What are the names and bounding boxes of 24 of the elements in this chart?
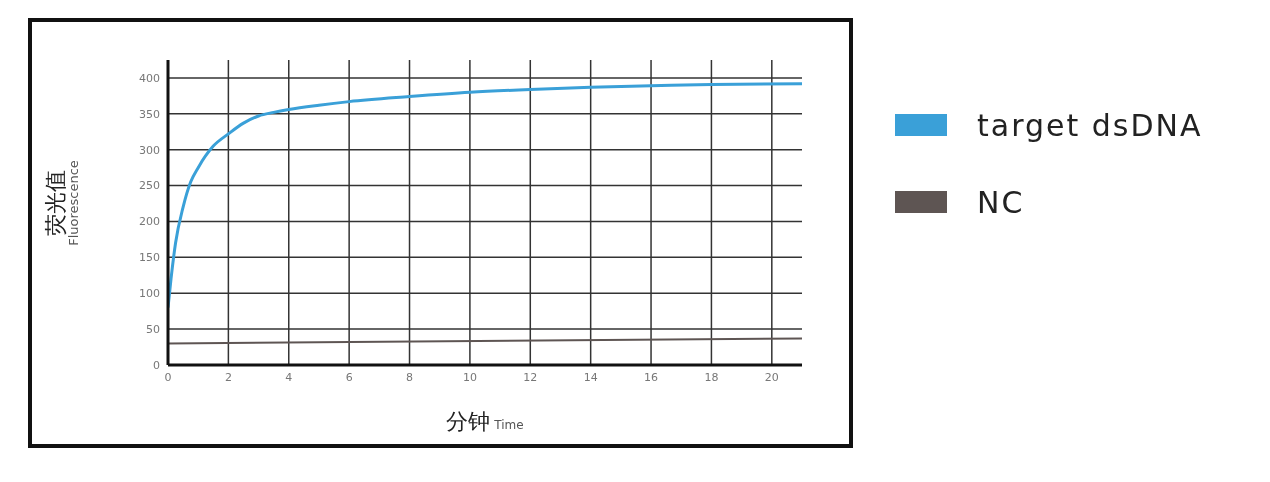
x-tick-label: 0	[164, 370, 172, 384]
y-tick-label: 400	[139, 71, 160, 85]
x-tick-label: 14	[583, 370, 598, 384]
x-tick-label: 18	[704, 370, 719, 384]
y-tick-label: 50	[146, 323, 160, 337]
x-tick-label: 4	[285, 370, 293, 384]
y-tick-label: 350	[139, 107, 160, 121]
y-tick-label: 100	[139, 287, 160, 301]
y-tick-label: 300	[139, 143, 160, 157]
x-tick-label: 6	[345, 370, 353, 384]
y-tick-label: 200	[139, 215, 160, 229]
y-tick-label: 250	[139, 179, 160, 193]
x-tick-label: 8	[406, 370, 414, 384]
y-axis-title: 荧光值 Fluorescence	[42, 160, 81, 246]
x-tick-label: 16	[644, 370, 659, 384]
legend-label: NC	[977, 184, 1025, 220]
x-tick-label: 2	[224, 370, 232, 384]
y-tick-label: 150	[139, 251, 160, 265]
y-tick-label: 0	[153, 358, 160, 372]
legend-label: target dsDNA	[977, 107, 1203, 143]
x-tick-label: 20	[764, 370, 779, 384]
x-axis-title: 分钟 Time	[446, 409, 524, 434]
x-tick-label: 10	[462, 370, 477, 384]
x-tick-label: 12	[523, 370, 538, 384]
